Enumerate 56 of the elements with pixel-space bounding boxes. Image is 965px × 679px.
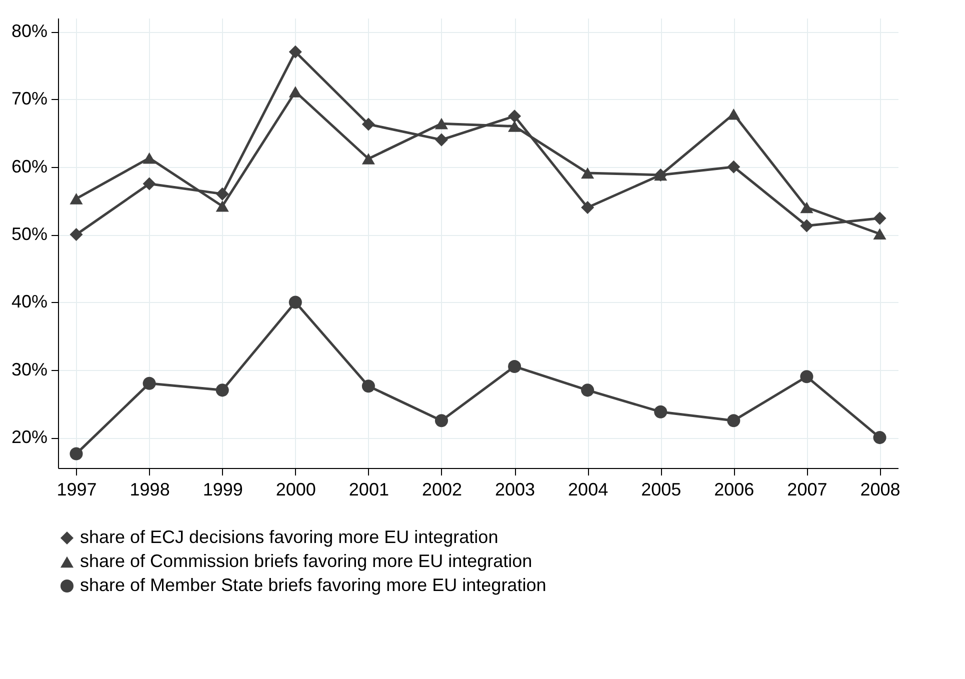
point [142, 376, 156, 390]
point [70, 228, 83, 242]
point [216, 200, 229, 212]
x-tick-label: 1998 [130, 480, 170, 500]
point [142, 152, 156, 164]
x-tick-label: 2002 [422, 480, 462, 500]
y-tick-label: 50% [11, 224, 48, 244]
x-tick-label: 2008 [860, 480, 900, 500]
point [727, 414, 740, 428]
legend-label: share of ECJ decisions favoring more EU integration [80, 527, 498, 547]
point [70, 193, 83, 204]
point [288, 296, 302, 309]
y-tick-label: 20% [11, 427, 48, 448]
point [581, 384, 594, 397]
point [873, 431, 886, 444]
x-tick-label: 2003 [495, 480, 536, 500]
point [800, 219, 814, 232]
point [873, 212, 886, 225]
y-tick-label: 30% [11, 359, 48, 380]
point [800, 370, 814, 384]
point [216, 187, 229, 200]
x-tick-label: 2004 [568, 480, 608, 500]
point [727, 108, 740, 120]
point [873, 228, 886, 240]
y-tick-label: 60% [11, 156, 48, 176]
y-tick-label: 80% [11, 21, 48, 42]
point [434, 133, 448, 146]
y-tick-label: 70% [11, 88, 48, 109]
point [288, 45, 302, 58]
legend-label: share of Commission briefs favoring more EU integration [80, 551, 532, 571]
point [654, 405, 668, 418]
point [362, 118, 375, 131]
point [434, 414, 448, 428]
point [142, 177, 156, 190]
point [800, 202, 814, 214]
point [581, 167, 594, 179]
point [508, 360, 522, 373]
point [362, 380, 375, 393]
point [216, 384, 229, 397]
point [581, 200, 594, 214]
point [508, 110, 522, 123]
point [727, 160, 740, 174]
x-tick-label: 1999 [202, 480, 243, 500]
x-tick-label: 2005 [641, 480, 682, 500]
x-tick-label: 2006 [714, 480, 754, 500]
x-tick-label: 2000 [276, 480, 316, 500]
x-tick-label: 2007 [787, 480, 828, 500]
legend-label: share of Member State briefs favoring more EU integration [80, 575, 546, 595]
point [362, 153, 375, 164]
point [434, 118, 448, 130]
point [508, 120, 522, 132]
y-tick-label: 40% [11, 292, 48, 312]
x-tick-label: 1997 [56, 480, 97, 500]
point [288, 86, 302, 98]
x-tick-label: 2001 [348, 480, 389, 500]
point [70, 447, 83, 460]
